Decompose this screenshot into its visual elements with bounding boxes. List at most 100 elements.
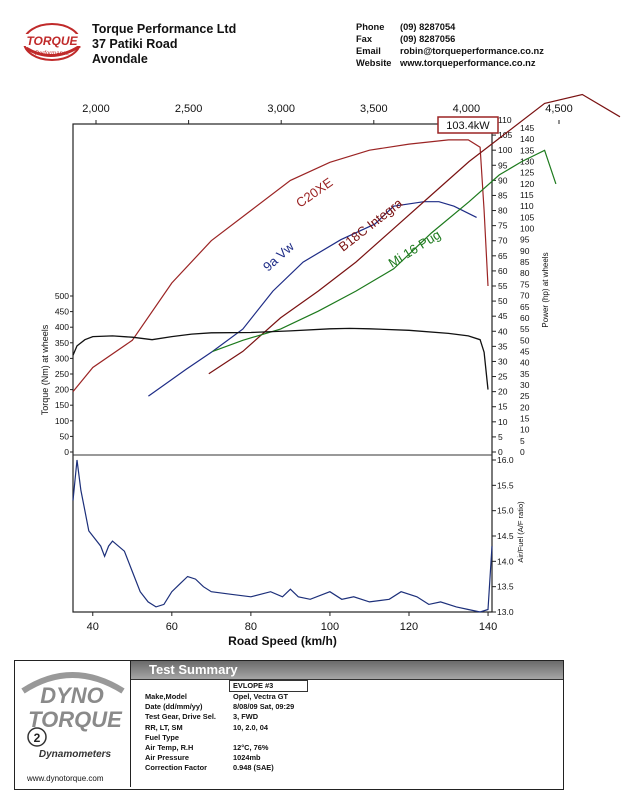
hp-tick-label: 105 <box>520 212 534 222</box>
logo-dyno-text: DYNO <box>40 683 104 708</box>
series-label: C20XE <box>293 174 336 210</box>
kw-tick-label: 95 <box>498 160 508 170</box>
x-tick-label: 100 <box>321 621 339 633</box>
summary-row: Make,Model Opel, Vectra GT <box>145 692 289 701</box>
kw-tick-label: 70 <box>498 236 508 246</box>
torque-performance-logo: TORQUE Performance <box>22 23 82 61</box>
address-line-2: Avondale <box>92 52 148 66</box>
kw-tick-label: 10 <box>498 417 508 427</box>
test-summary-title-bar: Test Summary <box>131 661 563 680</box>
afr-axis-title: Air/Fuel (A/F ratio) <box>516 501 525 563</box>
kw-tick-label: 15 <box>498 402 508 412</box>
summary-row: Air Temp, R.H 12°C, 76% <box>145 743 269 753</box>
hp-tick-label: 50 <box>520 335 530 345</box>
torque-axis-title: Torque (Nm) at wheels <box>40 324 50 415</box>
hp-tick-label: 145 <box>520 123 534 133</box>
kw-tick-label: 65 <box>498 251 508 261</box>
svg-text:TORQUE: TORQUE <box>26 34 78 48</box>
kw-tick-label: 60 <box>498 266 508 276</box>
torque-tick-label: 350 <box>55 338 69 348</box>
summary-row: Fuel Type <box>145 732 179 742</box>
hp-tick-label: 75 <box>520 279 530 289</box>
kw-tick-label: 85 <box>498 190 508 200</box>
hp-tick-label: 110 <box>520 201 534 211</box>
summary-row: Correction Factor 0.948 (SAE) <box>145 763 274 773</box>
hp-tick-label: 115 <box>520 190 534 200</box>
torque-tick-label: 50 <box>60 431 70 441</box>
hp-tick-label: 20 <box>520 402 530 412</box>
x-tick-label: 80 <box>245 621 257 633</box>
rpm-tick-label: 2,000 <box>82 103 110 115</box>
kw-tick-label: 105 <box>498 130 512 140</box>
test-summary-table: Make,Model Opel, Vectra GT Date (dd/mm/yy… <box>145 692 294 774</box>
x-tick-label: 60 <box>166 621 178 633</box>
hp-tick-label: 95 <box>520 235 530 245</box>
contact-phone: Phone (09) 8287054 <box>356 22 456 32</box>
x-tick-label: 120 <box>400 621 418 633</box>
hp-tick-label: 40 <box>520 358 530 368</box>
peak-label-box <box>437 116 499 134</box>
test-summary-panel: DYNO TORQUE 2 Dynamometers www.dynotorqu… <box>14 660 564 790</box>
dynotorque-logo: DYNO TORQUE 2 Dynamometers www.dynotorqu… <box>15 661 131 787</box>
x-axis-title: Road Speed (km/h) <box>228 634 337 648</box>
rpm-tick-label: 2,500 <box>175 103 203 115</box>
svg-text:Performance: Performance <box>35 51 70 57</box>
torque-tick-label: 250 <box>55 369 69 379</box>
summary-row: Date (dd/mm/yy) 8/08/09 Sat, 09:29 <box>145 702 295 712</box>
company-name: Torque Performance Ltd <box>92 22 237 36</box>
afr-tick-label: 14.5 <box>497 531 514 541</box>
series-label: Mi 16 Pug <box>386 227 444 271</box>
hp-tick-label: 135 <box>520 145 534 155</box>
hp-tick-label: 100 <box>520 224 534 234</box>
hp-tick-label: 0 <box>520 447 525 457</box>
hp-tick-label: 90 <box>520 246 530 256</box>
kw-tick-label: 45 <box>498 311 508 321</box>
kw-tick-label: 35 <box>498 341 508 351</box>
contact-block: Phone (09) 8287054 Fax (09) 8287056 Email r… <box>356 21 544 69</box>
contact-email[interactable]: Email robin@torqueperformance.co.nz <box>356 46 544 56</box>
dynotorque-url[interactable]: www.dynotorque.com <box>27 774 104 783</box>
logo-number: 2 <box>34 731 41 745</box>
x-tick-label: 40 <box>87 621 99 633</box>
summary-row: Air Pressure 1024mb <box>145 753 261 763</box>
afr-tick-label: 14.0 <box>497 556 514 566</box>
hp-tick-label: 85 <box>520 257 530 267</box>
company-block: Torque Performance Ltd 37 Patiki Road Av… <box>92 22 236 67</box>
kw-tick-label: 80 <box>498 206 508 216</box>
hp-axis-title: Power (hp) at wheels <box>541 252 550 327</box>
kw-tick-label: 50 <box>498 296 508 306</box>
torque-tick-label: 400 <box>55 322 69 332</box>
kw-tick-label: 20 <box>498 387 508 397</box>
afr-tick-label: 13.5 <box>497 582 514 592</box>
torque-tick-label: 300 <box>55 353 69 363</box>
series-line-c20xe <box>72 139 489 392</box>
hp-tick-label: 25 <box>520 391 530 401</box>
afr-tick-label: 16.0 <box>497 455 514 465</box>
address-line-1: 37 Patiki Road <box>92 37 178 51</box>
hp-tick-label: 120 <box>520 179 534 189</box>
kw-tick-label: 5 <box>498 432 503 442</box>
hp-tick-label: 30 <box>520 380 530 390</box>
contact-fax: Fax (09) 8287056 <box>356 34 456 44</box>
hp-tick-label: 65 <box>520 302 530 312</box>
hp-tick-label: 125 <box>520 168 534 178</box>
peak-label: 103.4kW <box>446 120 490 132</box>
hp-tick-label: 15 <box>520 413 530 423</box>
series-line-b18c-integra <box>208 93 621 375</box>
kw-tick-label: 30 <box>498 356 508 366</box>
torque-tick-label: 450 <box>55 307 69 317</box>
test-summary-title: Test Summary <box>149 662 238 677</box>
afr-tick-label: 15.0 <box>497 506 514 516</box>
logo-subtitle: Dynamometers <box>39 749 112 760</box>
torque-tick-label: 0 <box>64 447 69 457</box>
series-label: B18C Integra <box>336 195 406 254</box>
kw-tick-label: 110 <box>498 115 512 125</box>
hp-tick-label: 60 <box>520 313 530 323</box>
hp-tick-label: 45 <box>520 346 530 356</box>
contact-website[interactable]: Website www.torqueperformance.co.nz <box>356 58 536 68</box>
kw-tick-label: 0 <box>498 447 503 457</box>
afr-tick-label: 13.0 <box>497 607 514 617</box>
torque-tick-label: 150 <box>55 400 69 410</box>
hp-tick-label: 55 <box>520 324 530 334</box>
torque-tick-label: 500 <box>55 291 69 301</box>
